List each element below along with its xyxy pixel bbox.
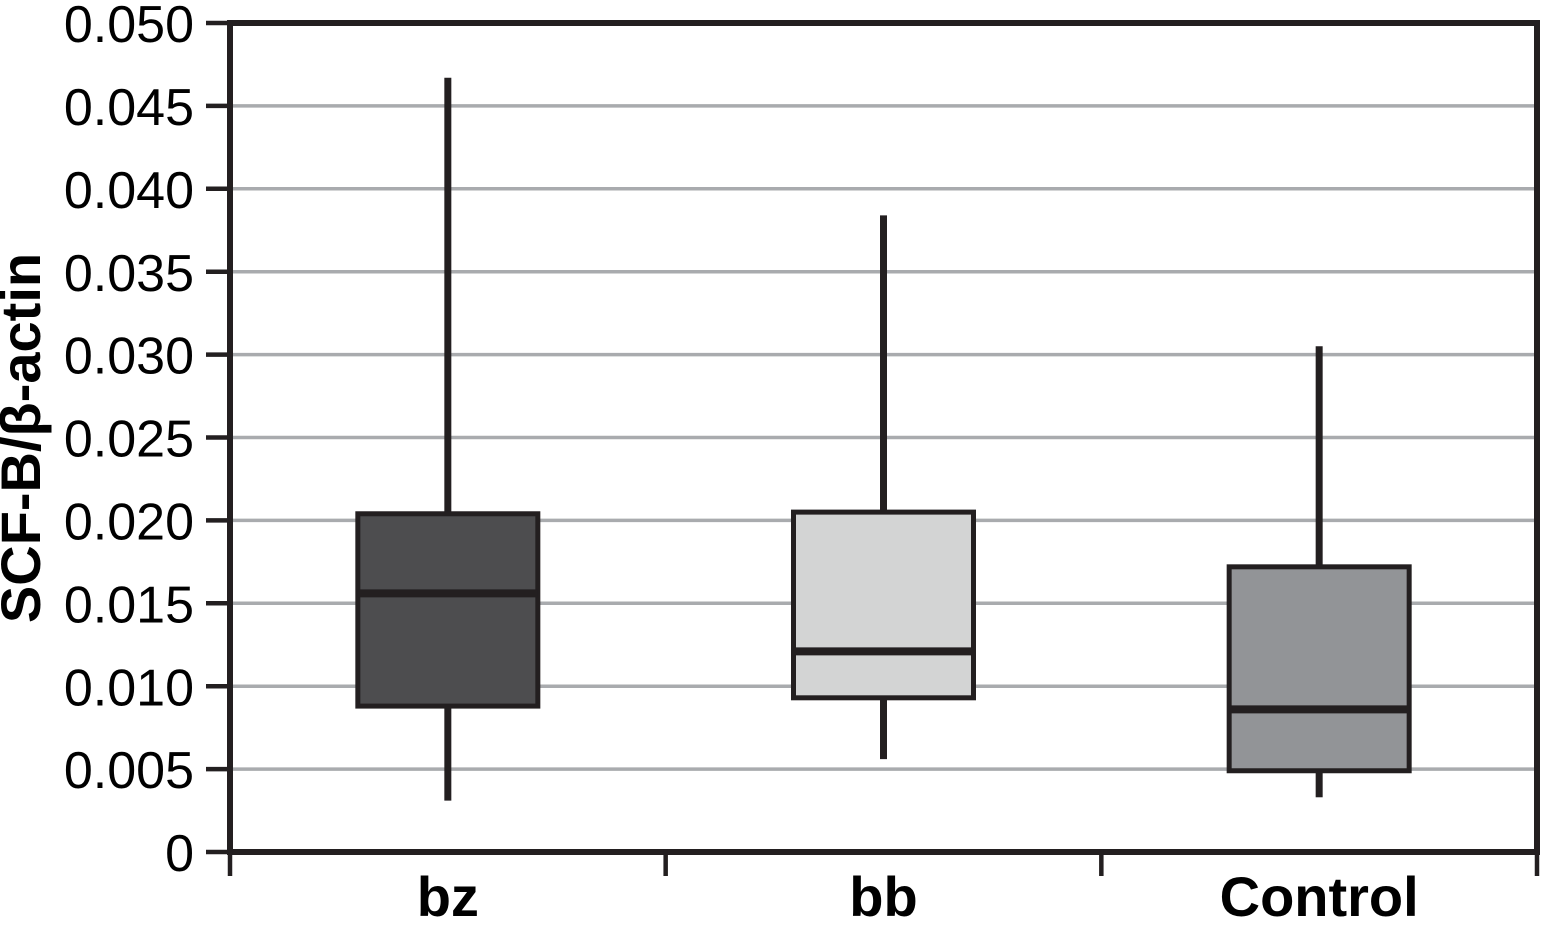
x-category-label: Control [1220, 865, 1419, 926]
y-tick-label: 0.010 [64, 659, 194, 717]
y-axis-title: SCF-B/β-actin [0, 253, 52, 623]
y-tick-label: 0.030 [64, 328, 194, 386]
iqr-box [791, 509, 976, 701]
x-category-label: bb [849, 865, 917, 926]
y-tick-label: 0.050 [64, 0, 194, 54]
y-tick-label: 0 [165, 825, 194, 883]
y-tick-label: 0.035 [64, 245, 194, 303]
box-series-group [355, 77, 1412, 801]
y-tick-label: 0.045 [64, 79, 194, 137]
y-tick-label: 0.025 [64, 411, 194, 469]
y-tick-label: 0.015 [64, 576, 194, 634]
iqr-box [355, 511, 541, 709]
y-tick-label: 0.020 [64, 493, 194, 551]
x-category-label: bz [417, 865, 479, 926]
axis-labels-group: 0 0.005 0.010 0.015 0.020 0.025 0.030 0.035 0.04… [64, 0, 1419, 926]
axis-ticks-group [206, 20, 1540, 876]
iqr-box [1226, 564, 1412, 774]
y-tick-label: 0.040 [64, 162, 194, 220]
y-tick-label: 0.005 [64, 742, 194, 800]
